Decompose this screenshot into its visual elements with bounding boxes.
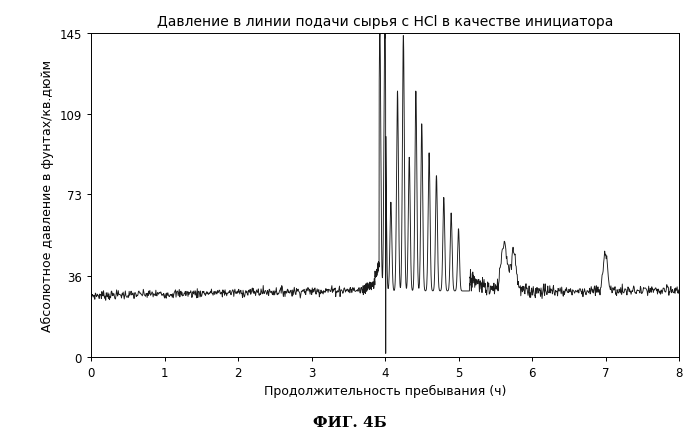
X-axis label: Продолжительность пребывания (ч): Продолжительность пребывания (ч) <box>264 384 506 397</box>
Title: Давление в линии подачи сырья с HCl в качестве инициатора: Давление в линии подачи сырья с HCl в ка… <box>157 15 613 29</box>
Text: ФИГ. 4Б: ФИГ. 4Б <box>313 415 387 429</box>
Y-axis label: Абсолютное давление в фунтах/кв.дюйм: Абсолютное давление в фунтах/кв.дюйм <box>41 60 54 332</box>
